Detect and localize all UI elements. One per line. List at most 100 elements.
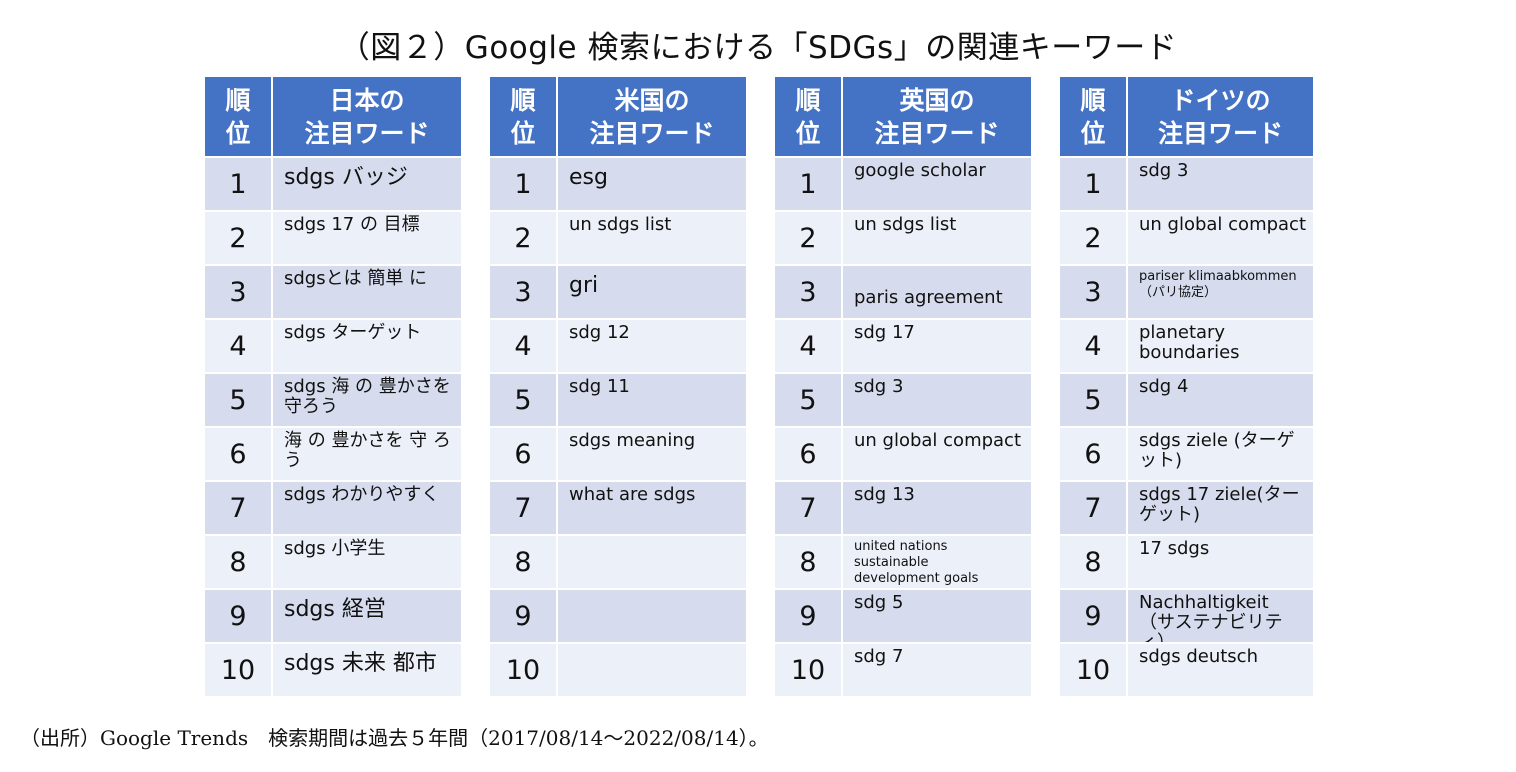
keyword-cell: 17 sdgs [1139, 538, 1210, 559]
rank-cell: 6 [775, 428, 843, 480]
keyword-cell: sdg 5 [854, 592, 904, 613]
keyword-cell: sdgs 小学生 [284, 538, 386, 559]
rank-cell: 7 [1060, 482, 1128, 534]
keyword-cell: google scholar [854, 160, 986, 181]
rank-cell: 1 [775, 158, 843, 210]
keyword-cell: un global compact [854, 430, 1022, 451]
rank-cell: 2 [1060, 212, 1128, 264]
keyword-cell: pariser klimaabkommen （パリ協定） [1139, 269, 1297, 300]
table-row: 6 un global compact [775, 426, 1031, 480]
rank-header: 順 位 [1060, 77, 1128, 156]
table-header: 順 位ドイツの 注目ワード [1060, 77, 1313, 156]
source-note: （出所）Google Trends 検索期間は過去５年間（2017/08/14～… [20, 726, 769, 750]
rank-cell: 2 [775, 212, 843, 264]
table-row: 5 sdg 4 [1060, 372, 1313, 426]
rank-cell: 5 [205, 374, 273, 426]
table-header: 順 位英国の 注目ワード [775, 77, 1031, 156]
rank-cell: 2 [490, 212, 558, 264]
keyword-cell: sdg 12 [569, 322, 630, 343]
table-row: 3 pariser klimaabkommen （パリ協定） [1060, 264, 1313, 318]
rank-cell: 4 [775, 320, 843, 372]
keyword-cell [558, 644, 746, 696]
rank-cell: 5 [490, 374, 558, 426]
keyword-cell: sdgs 未来 都市 [284, 651, 437, 676]
keyword-header: 米国の 注目ワード [589, 85, 715, 148]
keyword-cell: sdgs 経営 [284, 597, 386, 622]
table-row: 3 sdgsとは 簡単 に [205, 264, 461, 318]
rank-cell: 6 [205, 428, 273, 480]
keyword-table-us: 順 位米国の 注目ワード 1 esg 2 un sdgs list 3 gri 4 sdg 12… [490, 77, 746, 696]
keyword-cell [558, 590, 746, 642]
rank-cell: 4 [1060, 320, 1128, 372]
keyword-cell: un sdgs list [569, 214, 672, 235]
table-row: 5 sdgs 海 の 豊かさを 守ろう [205, 372, 461, 426]
keyword-cell: sdg 11 [569, 376, 630, 397]
table-row: 4 planetary boundaries [1060, 318, 1313, 372]
table-row: 10 [490, 642, 746, 696]
table-row: 5 sdg 11 [490, 372, 746, 426]
table-row: 2 un sdgs list [490, 210, 746, 264]
table-row: 1 google scholar [775, 156, 1031, 210]
table-row: 7 sdg 13 [775, 480, 1031, 534]
keyword-cell: un global compact [1139, 214, 1307, 235]
table-row: 10 sdgs 未来 都市 [205, 642, 461, 696]
rank-cell: 10 [205, 644, 273, 696]
table-row: 8 [490, 534, 746, 588]
keyword-cell: sdgs 17 の 目標 [284, 214, 420, 235]
keyword-cell: sdg 13 [854, 484, 915, 505]
table-row: 4 sdgs ターゲット [205, 318, 461, 372]
table-row: 8 united nations sustainable development … [775, 534, 1031, 588]
keyword-header: 英国の 注目ワード [874, 85, 1000, 148]
table-row: 3 gri [490, 264, 746, 318]
rank-cell: 5 [1060, 374, 1128, 426]
rank-cell: 1 [1060, 158, 1128, 210]
keyword-cell: sdg 3 [854, 376, 904, 397]
rank-cell: 7 [205, 482, 273, 534]
rank-header: 順 位 [490, 77, 558, 156]
table-row: 9 sdg 5 [775, 588, 1031, 642]
keyword-table-japan: 順 位日本の 注目ワード 1 sdgs バッジ 2 sdgs 17 の 目標 3 sdgsと… [205, 77, 461, 696]
table-row: 8 17 sdgs [1060, 534, 1313, 588]
rank-cell: 2 [205, 212, 273, 264]
rank-cell: 3 [490, 266, 558, 318]
table-row: 2 un sdgs list [775, 210, 1031, 264]
rank-cell: 10 [1060, 644, 1128, 696]
keyword-header: ドイツの 注目ワード [1157, 85, 1283, 148]
keyword-cell: sdg 4 [1139, 376, 1189, 397]
keyword-cell: sdg 3 [1139, 160, 1189, 181]
keyword-table-germany: 順 位ドイツの 注目ワード 1 sdg 3 2 un global compact 3 pa… [1060, 77, 1313, 696]
rank-header: 順 位 [775, 77, 843, 156]
table-header: 順 位米国の 注目ワード [490, 77, 746, 156]
rank-cell: 9 [1060, 590, 1128, 642]
table-row: 1 esg [490, 156, 746, 210]
table-row: 7 sdgs 17 ziele(ターゲット) [1060, 480, 1313, 534]
table-row: 2 sdgs 17 の 目標 [205, 210, 461, 264]
keyword-cell: sdgs ターゲット [284, 322, 422, 343]
keyword-cell: united nations sustainable development g… [854, 539, 979, 586]
table-row: 7 what are sdgs [490, 480, 746, 534]
rank-cell: 3 [205, 266, 273, 318]
keyword-cell: sdgs 17 ziele(ターゲット) [1139, 484, 1300, 525]
keyword-cell: sdgs 海 の 豊かさを 守ろう [284, 376, 451, 417]
rank-cell: 6 [1060, 428, 1128, 480]
table-row: 10 sdg 7 [775, 642, 1031, 696]
rank-cell: 9 [775, 590, 843, 642]
keyword-cell: what are sdgs [569, 484, 696, 505]
rank-cell: 8 [1060, 536, 1128, 588]
rank-cell: 9 [490, 590, 558, 642]
keyword-cell: sdgs deutsch [1139, 646, 1258, 667]
table-row: 5 sdg 3 [775, 372, 1031, 426]
table-row: 6 sdgs meaning [490, 426, 746, 480]
rank-header: 順 位 [205, 77, 273, 156]
keyword-cell: 海 の 豊かさを 守 ろ う [284, 430, 451, 471]
rank-cell: 8 [490, 536, 558, 588]
rank-cell: 1 [205, 158, 273, 210]
rank-cell: 4 [205, 320, 273, 372]
table-row: 1 sdgs バッジ [205, 156, 461, 210]
keyword-cell: planetary boundaries [1139, 322, 1240, 363]
table-row: 9 sdgs 経営 [205, 588, 461, 642]
rank-cell: 8 [775, 536, 843, 588]
keyword-cell: paris agreement [854, 287, 1003, 308]
keyword-cell: sdg 7 [854, 646, 904, 667]
